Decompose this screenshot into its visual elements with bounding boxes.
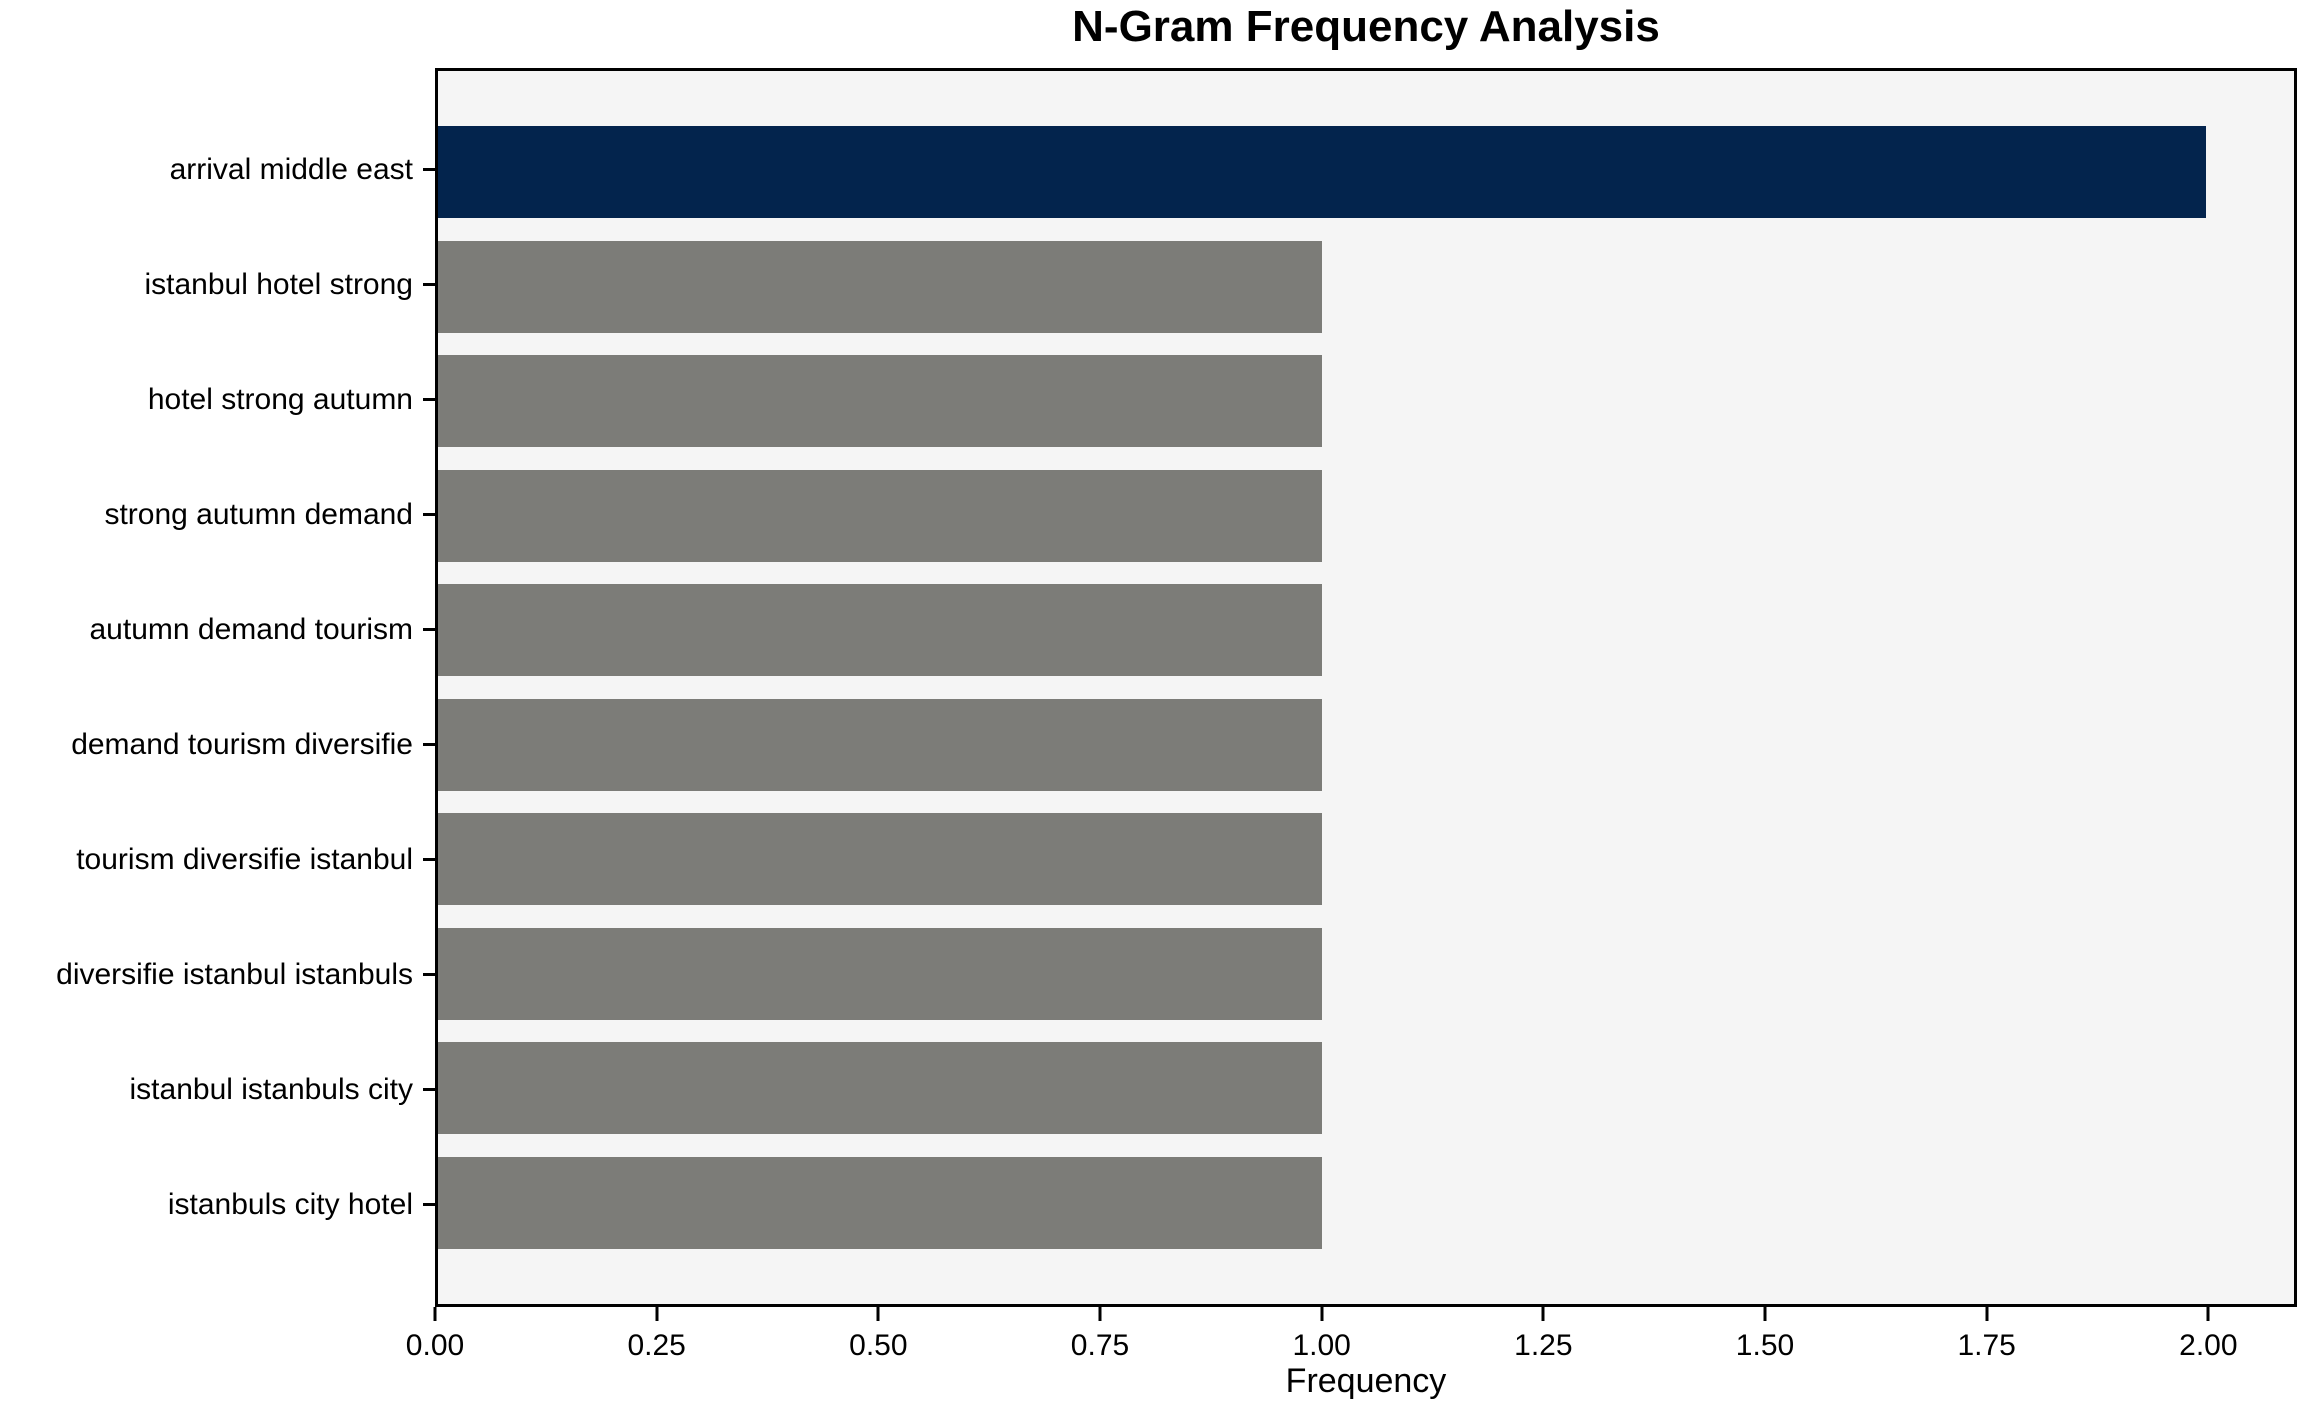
- bar-tourism-diversifie-istanbul: [438, 813, 1322, 906]
- chart-title: N-Gram Frequency Analysis: [1072, 2, 1660, 51]
- y-axis-row: arrival middle east: [0, 112, 435, 227]
- y-tick-label: istanbul istanbuls city: [129, 1072, 413, 1106]
- y-axis-row: istanbul istanbuls city: [0, 1032, 435, 1147]
- y-tick-label: arrival middle east: [169, 152, 413, 186]
- x-axis-label: Frequency: [1285, 1362, 1447, 1400]
- x-tick-mark: [1763, 1307, 1767, 1321]
- y-tick-mark: [423, 1203, 435, 1206]
- y-tick-label: demand tourism diversifie: [71, 727, 413, 761]
- y-axis: arrival middle east istanbul hotel strong…: [0, 68, 435, 1307]
- x-tick-mark: [2206, 1307, 2210, 1321]
- y-axis-row: istanbul hotel strong: [0, 227, 435, 342]
- x-tick-mark: [433, 1307, 437, 1321]
- bar-istanbuls-city-hotel: [438, 1156, 1322, 1249]
- x-tick-mark: [1098, 1307, 1102, 1321]
- bar-row: [438, 1031, 2294, 1146]
- y-axis-row: demand tourism diversifie: [0, 687, 435, 802]
- x-tick-mark: [1985, 1307, 1989, 1321]
- bar-row: [438, 344, 2294, 459]
- x-tick-label: 1.00: [1292, 1329, 1351, 1362]
- bar-row: [438, 230, 2294, 345]
- y-tick-mark: [423, 628, 435, 631]
- x-tick-mark: [1541, 1307, 1545, 1321]
- bar-hotel-strong-autumn: [438, 355, 1322, 448]
- bar-strong-autumn-demand: [438, 469, 1322, 562]
- y-tick-mark: [423, 283, 435, 286]
- y-tick-mark: [423, 973, 435, 976]
- y-axis-row: istanbuls city hotel: [0, 1147, 435, 1262]
- x-tick-label: 1.25: [1514, 1329, 1573, 1362]
- y-tick-mark: [423, 1088, 435, 1091]
- bar-row: [438, 688, 2294, 803]
- y-tick-label: autumn demand tourism: [89, 612, 414, 646]
- bar-row: [438, 459, 2294, 574]
- x-tick-mark: [655, 1307, 659, 1321]
- y-tick-label: istanbuls city hotel: [167, 1187, 413, 1221]
- y-axis-row: strong autumn demand: [0, 457, 435, 572]
- x-tick-label: 1.50: [1735, 1329, 1795, 1362]
- y-tick-label: tourism diversifie istanbul: [76, 842, 413, 876]
- x-tick-mark: [876, 1307, 880, 1321]
- bar-arrival-middle-east: [438, 126, 2206, 219]
- y-tick-mark: [423, 513, 435, 516]
- plot-area: [435, 68, 2297, 1307]
- bar-istanbul-istanbuls-city: [438, 1042, 1322, 1135]
- y-tick-label: hotel strong autumn: [147, 382, 413, 416]
- x-tick-mark: [1320, 1307, 1324, 1321]
- bar-demand-tourism-diversifie: [438, 698, 1322, 791]
- bar-diversifie-istanbul-istanbuls: [438, 927, 1322, 1020]
- y-axis-row: tourism diversifie istanbul: [0, 802, 435, 917]
- y-axis-row: autumn demand tourism: [0, 572, 435, 687]
- bars-container: [438, 71, 2294, 1304]
- x-tick-label: 2.00: [2179, 1329, 2238, 1362]
- y-tick-label: strong autumn demand: [104, 497, 413, 531]
- y-tick-label: diversifie istanbul istanbuls: [56, 957, 413, 991]
- bar-row: [438, 1146, 2294, 1261]
- y-tick-mark: [423, 168, 435, 171]
- x-tick-label: 0.50: [849, 1329, 908, 1362]
- bar-row: [438, 802, 2294, 917]
- x-tick-label: 0.25: [627, 1329, 686, 1362]
- x-tick-label: 0.75: [1070, 1329, 1130, 1362]
- x-tick-label: 0.00: [405, 1329, 465, 1362]
- y-axis-row: diversifie istanbul istanbuls: [0, 917, 435, 1032]
- x-axis: 0.00 0.25 0.50 0.75 1.00 1.25 1.50 1.75 2.00: [406, 1307, 2297, 1387]
- x-tick-label: 1.75: [1957, 1329, 2016, 1362]
- y-tick-label: istanbul hotel strong: [144, 267, 413, 301]
- bar-row: [438, 573, 2294, 688]
- bar-istanbul-hotel-strong: [438, 240, 1322, 333]
- y-axis-row: hotel strong autumn: [0, 342, 435, 457]
- y-tick-mark: [423, 858, 435, 861]
- bar-autumn-demand-tourism: [438, 584, 1322, 677]
- bar-row: [438, 917, 2294, 1032]
- bar-row: [438, 115, 2294, 230]
- y-tick-mark: [423, 398, 435, 401]
- y-tick-mark: [423, 743, 435, 746]
